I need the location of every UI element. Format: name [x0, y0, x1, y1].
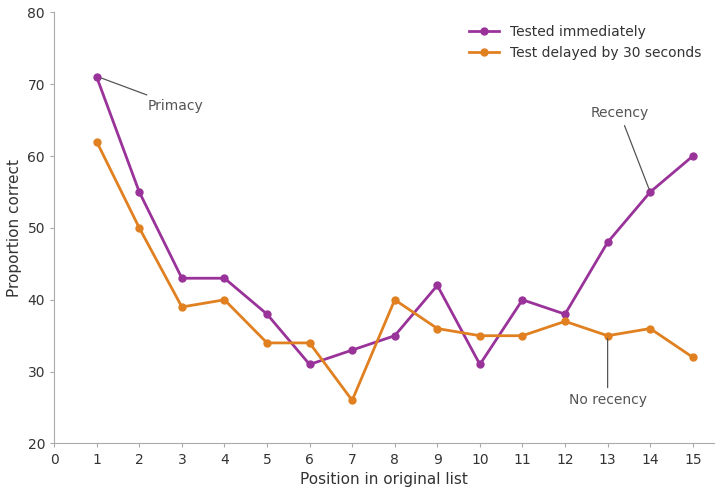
Y-axis label: Proportion correct: Proportion correct	[7, 159, 22, 297]
Text: Primacy: Primacy	[102, 78, 203, 113]
Text: Recency: Recency	[590, 106, 649, 189]
Legend: Tested immediately, Test delayed by 30 seconds: Tested immediately, Test delayed by 30 s…	[463, 19, 707, 65]
X-axis label: Position in original list: Position in original list	[300, 472, 468, 487]
Text: No recency: No recency	[569, 338, 647, 407]
